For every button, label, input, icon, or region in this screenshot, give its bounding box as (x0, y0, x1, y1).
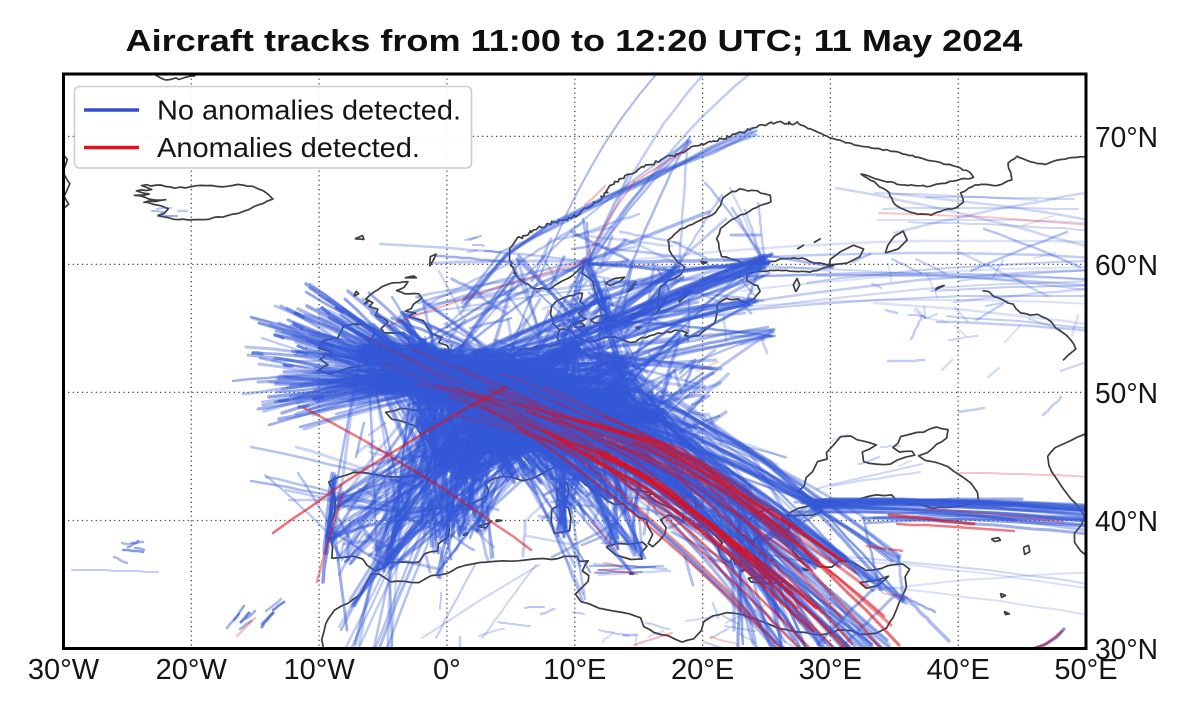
svg-text:60°N: 60°N (1095, 250, 1158, 282)
svg-text:0°: 0° (433, 654, 461, 686)
svg-text:Anomalies detected.: Anomalies detected. (157, 132, 420, 163)
svg-text:40°E: 40°E (927, 654, 990, 686)
svg-text:40°N: 40°N (1095, 506, 1158, 538)
svg-text:10°W: 10°W (283, 654, 355, 686)
svg-text:No anomalies detected.: No anomalies detected. (157, 95, 461, 126)
svg-text:30°E: 30°E (799, 654, 862, 686)
svg-text:20°E: 20°E (671, 654, 734, 686)
svg-text:20°W: 20°W (156, 654, 228, 686)
svg-text:30°N: 30°N (1095, 634, 1158, 666)
svg-text:70°N: 70°N (1095, 122, 1158, 154)
svg-text:10°E: 10°E (543, 654, 606, 686)
svg-text:Aircraft tracks from 11:00 to: Aircraft tracks from 11:00 to 12:20 UTC;… (126, 23, 1024, 58)
svg-text:50°N: 50°N (1095, 378, 1158, 410)
svg-text:30°W: 30°W (28, 654, 100, 686)
svg-text:50°E: 50°E (1054, 654, 1117, 686)
